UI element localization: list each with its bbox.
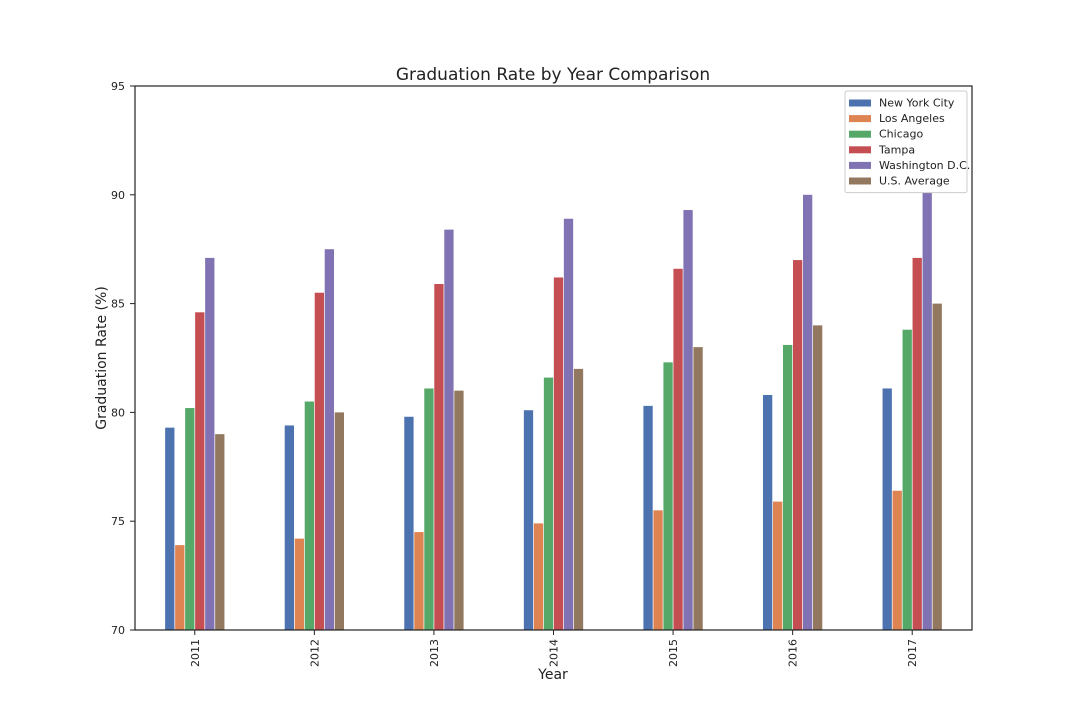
x-tick-label: 2014	[548, 639, 561, 667]
x-tick-label: 2017	[906, 639, 919, 667]
bar	[215, 434, 225, 630]
bar	[165, 427, 175, 630]
chart-title: Graduation Rate by Year Comparison	[396, 65, 710, 85]
bar	[643, 405, 653, 630]
series-chicago	[185, 329, 912, 630]
x-tick-label: 2011	[189, 639, 202, 667]
bar	[553, 277, 564, 630]
bar	[762, 394, 773, 630]
x-tick-label: 2016	[787, 639, 800, 667]
bar	[663, 362, 673, 630]
bar	[424, 388, 434, 630]
series-new-york-city	[165, 388, 892, 630]
y-tick-label: 90	[111, 189, 125, 202]
bar	[185, 408, 195, 630]
bar	[414, 532, 424, 630]
series-u-s-average	[215, 303, 942, 630]
bar	[523, 410, 534, 630]
legend-swatch	[849, 99, 871, 107]
series-tampa	[195, 257, 922, 630]
legend-label: New York City	[879, 97, 955, 110]
bar	[802, 194, 813, 631]
bar	[673, 268, 683, 630]
bar	[454, 390, 464, 630]
bar	[304, 401, 315, 630]
x-tick-label: 2015	[667, 639, 680, 667]
legend-label: Tampa	[878, 143, 915, 156]
bar	[334, 412, 345, 630]
legend-swatch	[849, 115, 871, 123]
bar	[902, 329, 912, 630]
legend: New York City Los Angeles Chicago Tampa Wash…	[844, 90, 970, 194]
bar	[772, 501, 783, 630]
bar	[324, 249, 335, 630]
legend-label: Washington D.C.	[879, 159, 970, 172]
legend-box	[844, 90, 968, 194]
bar	[573, 368, 584, 630]
series-washington-d-c	[205, 188, 932, 631]
bar	[922, 188, 932, 630]
legend-label: Chicago	[879, 128, 923, 141]
legend-swatch	[849, 146, 871, 154]
legend-swatch	[849, 130, 871, 138]
bar	[284, 425, 295, 630]
bar	[653, 510, 663, 630]
y-tick-label: 85	[111, 298, 125, 311]
bar	[444, 229, 454, 630]
bar	[563, 218, 574, 631]
bar	[882, 388, 892, 630]
x-tick-label: 2013	[428, 639, 441, 667]
y-tick-label: 75	[111, 515, 125, 528]
bar	[434, 284, 444, 630]
bar	[892, 490, 902, 630]
x-tick-label: 2012	[308, 639, 321, 667]
bar	[932, 303, 942, 630]
x-axis-title: Year	[537, 667, 568, 683]
series-los-angeles	[175, 490, 902, 630]
legend-label: Los Angeles	[879, 112, 945, 125]
y-tick-label: 95	[111, 80, 125, 93]
y-axis-title: Graduation Rate (%)	[94, 286, 110, 430]
bar	[175, 545, 185, 630]
bar	[314, 292, 325, 630]
bar	[404, 416, 414, 630]
bar	[912, 257, 922, 630]
legend-swatch	[849, 177, 871, 185]
bar	[782, 344, 793, 630]
bar	[543, 377, 554, 630]
bar	[683, 210, 693, 630]
legend-label: U.S. Average	[879, 175, 950, 188]
bar	[195, 312, 205, 630]
bar	[205, 257, 215, 630]
y-tick-label: 70	[111, 624, 125, 637]
bar	[792, 260, 803, 630]
bar	[693, 347, 703, 630]
bar	[294, 538, 305, 630]
bar	[533, 523, 544, 630]
legend-swatch	[849, 161, 871, 169]
y-tick-label: 80	[111, 406, 125, 419]
bar	[812, 325, 823, 630]
plot-area: 70 75 80 85 90 95 2011 2012 2013 2014 2015 2016 2017	[111, 80, 973, 667]
